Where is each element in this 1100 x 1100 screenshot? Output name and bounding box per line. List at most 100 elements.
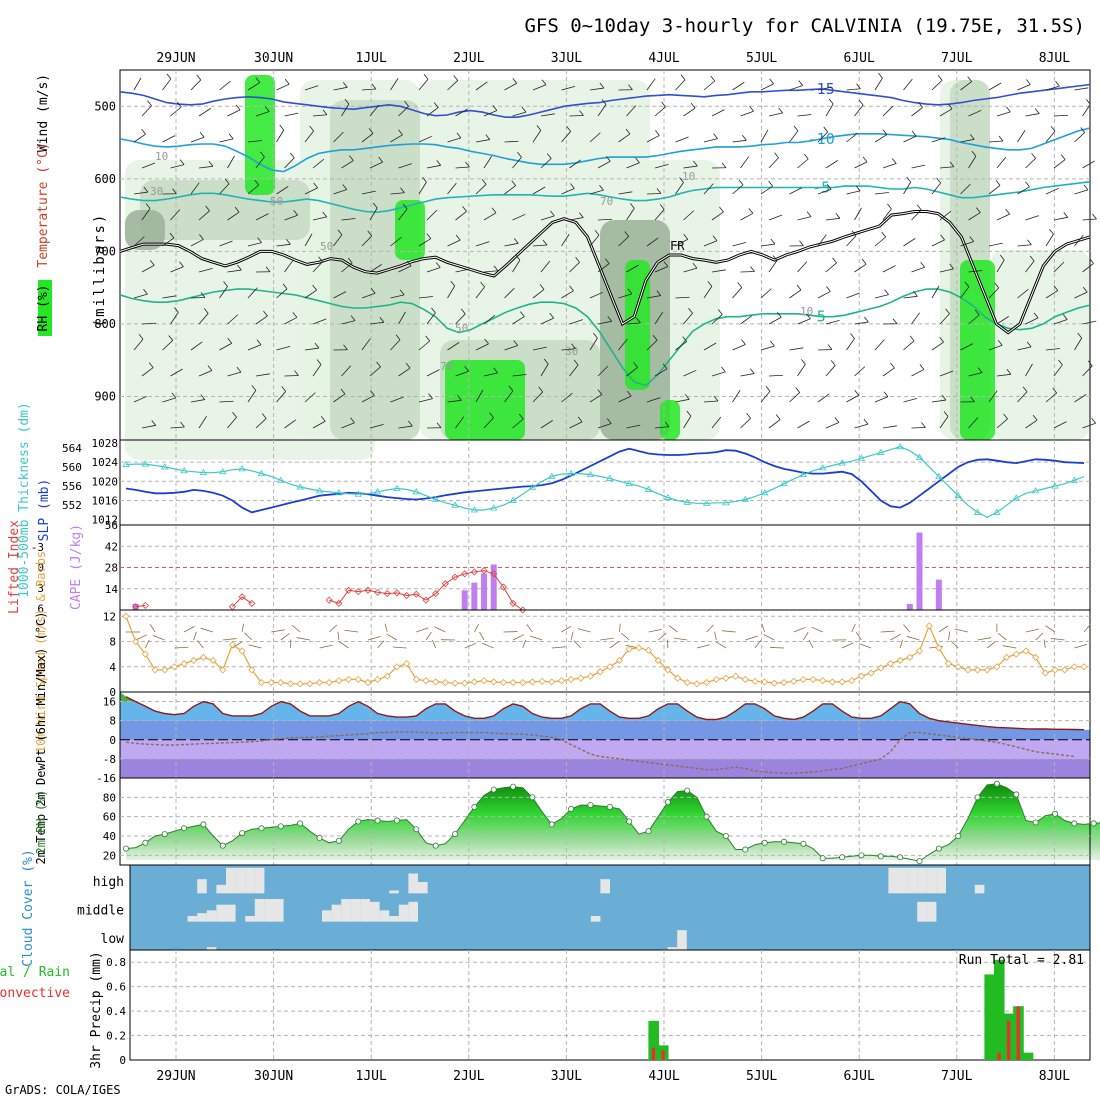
- wind-barb: [561, 131, 571, 143]
- wind-barb: [455, 370, 469, 377]
- wind-barb: [418, 296, 433, 299]
- wind-barb-10m: [522, 639, 527, 649]
- wind-barb-flag: [1062, 314, 1068, 320]
- rh-marker: [664, 799, 671, 806]
- lifted-index-marker: [412, 590, 420, 598]
- wind-barb: [654, 426, 669, 429]
- wind-barb: [740, 156, 750, 169]
- rh-marker: [123, 845, 130, 852]
- wind-barb: [654, 312, 663, 325]
- wind-barb: [825, 103, 834, 117]
- wind-barb-flag: [406, 260, 412, 267]
- wind-barb-flag: [765, 386, 771, 392]
- wind-barb: [654, 209, 665, 221]
- wind-barb: [475, 389, 484, 403]
- wind-barb: [646, 237, 659, 247]
- temperature-isoline-label: 5: [817, 308, 826, 326]
- wind-barb-10m: [673, 637, 688, 641]
- wind-barb: [817, 188, 832, 195]
- wind-barb: [939, 166, 954, 169]
- wind-barb-flag: [1025, 181, 1030, 188]
- wind-barb-flag: [1005, 208, 1011, 215]
- cape-tick: 14: [105, 583, 119, 596]
- cloud-cell: [197, 879, 207, 894]
- wind-tick: 12: [103, 610, 116, 623]
- thickness-marker: [180, 466, 188, 474]
- wind-barb: [703, 400, 718, 403]
- wind-barb-10m: [668, 625, 678, 633]
- wind-barb: [1082, 422, 1096, 429]
- wind-speed-marker: [209, 656, 217, 665]
- wind-barb: [398, 105, 409, 117]
- wind-barb-flag: [265, 266, 271, 273]
- top-date-label: 5JUL: [746, 51, 777, 66]
- wind-barb: [284, 317, 298, 325]
- rh-marker: [142, 839, 149, 846]
- wind-barb: [597, 423, 612, 429]
- wind-barb: [133, 293, 148, 299]
- wind-barb: [284, 214, 298, 221]
- wind-barb-flag: [604, 258, 610, 264]
- wind-barb: [341, 160, 354, 169]
- wind-barb-flag: [578, 212, 584, 218]
- wind-barb-flag: [180, 421, 185, 428]
- wind-barb-flag: [863, 418, 869, 425]
- wind-barb: [854, 104, 864, 117]
- wind-barb-flag: [456, 132, 462, 139]
- thickness-ylabel: 1000-500mb Thickness (dm): [17, 402, 32, 598]
- thickness-marker: [412, 488, 421, 495]
- wind-speed-marker: [432, 678, 440, 686]
- wind-barb-10m: [906, 635, 920, 641]
- wind-barb-flag: [827, 344, 833, 350]
- wind-barb-flag: [485, 134, 491, 140]
- wind-barb-flag: [906, 176, 912, 183]
- precip-total-bar: [648, 1020, 659, 1060]
- wind-barb-10m: [386, 633, 398, 641]
- wind-speed-line: [125, 616, 1084, 685]
- bottom-date-label: 1JUL: [356, 1069, 387, 1084]
- wind-barb: [874, 236, 886, 247]
- wind-barb: [426, 369, 440, 377]
- wind-barb: [390, 134, 403, 143]
- wind-speed-marker: [315, 678, 324, 687]
- wind-barb: [369, 321, 384, 325]
- slp-tick: 1012: [92, 514, 119, 527]
- wind-speed-marker: [1041, 669, 1049, 677]
- wind-speed-marker: [170, 663, 178, 671]
- rh-marker: [722, 833, 729, 840]
- wind-barb-flag: [892, 318, 898, 325]
- wind-barb-flag: [337, 229, 343, 236]
- wind-barb: [284, 419, 297, 429]
- wind-barb-flag: [626, 390, 632, 397]
- thickness-marker: [857, 454, 866, 461]
- rh-shade-area: [990, 250, 1090, 440]
- wind-barb: [247, 390, 257, 403]
- wind-barb: [931, 341, 944, 351]
- wind-speed-marker: [383, 672, 391, 680]
- wind-barb-10m: [811, 626, 823, 633]
- wind-barb-10m: [344, 629, 359, 633]
- wind-speed-marker: [238, 647, 246, 655]
- wind-barb-10m: [1043, 639, 1046, 649]
- wind-barb-flag: [371, 83, 377, 90]
- rh-marker: [897, 854, 904, 861]
- wind-barb-flag: [1006, 369, 1012, 375]
- wind-barb: [219, 400, 234, 403]
- thickness-marker: [141, 460, 150, 467]
- wind-speed-marker: [809, 675, 817, 683]
- rh-ylabel: 2m RH (%): [34, 789, 48, 854]
- wind-barb: [483, 110, 498, 117]
- wind-barb-flag: [806, 211, 812, 217]
- rh-contour-label: 50: [270, 195, 283, 208]
- wind-barb-flag: [199, 131, 205, 138]
- thickness-marker: [586, 470, 595, 477]
- wind-barb: [447, 285, 456, 299]
- wind-barb-flag: [997, 339, 1003, 346]
- wind-speed-marker: [403, 660, 411, 668]
- wind-barb-flag: [234, 206, 240, 213]
- rh-tick: 80: [103, 791, 116, 804]
- wind-speed-marker: [422, 677, 430, 685]
- wind-barb: [426, 164, 441, 169]
- wind-barb-flag: [508, 385, 514, 392]
- wind-barb: [569, 319, 583, 325]
